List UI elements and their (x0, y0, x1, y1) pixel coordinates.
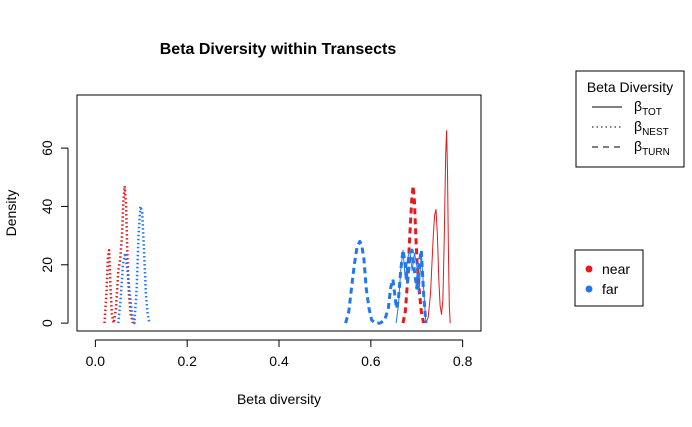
legend-label-tot: βTOT (634, 98, 662, 118)
y-axis-label: Density (3, 190, 19, 237)
x-axis: 0.0 0.2 0.4 0.6 0.8 (86, 339, 473, 369)
color-legend-box (574, 249, 644, 307)
legend-label-far: far (602, 281, 619, 297)
series-near-tot (425, 130, 451, 324)
x-tick-label: 0.4 (269, 353, 289, 369)
series-far-turn (344, 239, 428, 325)
x-axis-label: Beta diversity (237, 391, 321, 407)
x-tick-label: 0.2 (177, 353, 197, 369)
y-tick-label: 0 (39, 319, 55, 327)
legend-dot-far (585, 285, 593, 293)
x-tick-label: 0.8 (453, 353, 473, 369)
plot-frame (76, 94, 482, 332)
color-legend: near far (574, 249, 644, 307)
x-tick-label: 0.0 (86, 353, 106, 369)
legend-dot-near (585, 265, 593, 273)
plot-area (103, 130, 451, 325)
linetype-legend-box (575, 70, 685, 168)
y-tick-label: 20 (39, 257, 55, 273)
x-tick-label: 0.6 (361, 353, 381, 369)
legend-label-turn: βTURN (634, 138, 670, 158)
y-tick-label: 60 (39, 140, 55, 156)
y-axis: 0 20 40 60 (39, 140, 69, 327)
series-near-nest (103, 184, 135, 325)
chart-title: Beta Diversity within Transects (160, 41, 397, 58)
series-far-nest (117, 205, 151, 325)
linetype-legend-title: Beta Diversity (587, 79, 673, 95)
legend-label-near: near (602, 261, 630, 277)
y-tick-label: 40 (39, 198, 55, 214)
legend-label-nest: βNEST (634, 118, 669, 138)
